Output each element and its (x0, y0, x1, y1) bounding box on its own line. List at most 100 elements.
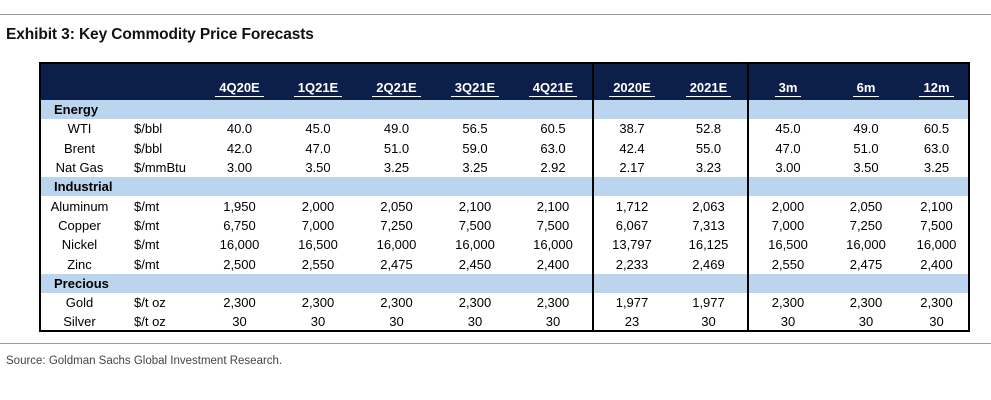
value-cell: 52.8 (695, 121, 722, 137)
section-fill-cell (279, 100, 357, 120)
value-cell: 1,950 (223, 198, 256, 214)
table-row: Gold $/t oz 2,300 2,300 2,300 2,300 2,300 1,977… (41, 292, 968, 313)
value-cell: 16,125 (688, 237, 729, 253)
section-fill-cell (514, 273, 593, 293)
value-cell: 16,000 (376, 237, 417, 253)
commodity-unit: $/mmBtu (134, 160, 187, 176)
section-row: Industrial (41, 177, 968, 197)
value-cell: 45.0 (305, 121, 331, 137)
value-cell: 30 (858, 314, 874, 330)
value-cell: 60.5 (540, 121, 566, 137)
value-cell: 59.0 (462, 140, 488, 156)
value-cell: 30 (389, 314, 404, 330)
value-cell: 2,233 (592, 254, 670, 274)
column-header-label: 6m (852, 80, 880, 97)
value-cell: 2,050 (849, 198, 883, 214)
value-cell: 30 (467, 314, 483, 330)
commodity-name: Zinc (67, 256, 92, 272)
value-cell: 42.0 (226, 140, 253, 156)
value-cell: 16,000 (916, 237, 957, 253)
value-cell: 2,300 (301, 295, 335, 311)
value-cell: 56.5 (462, 121, 488, 137)
value-cell: 2,500 (223, 256, 256, 272)
column-header-label: 12m (919, 80, 954, 97)
value-cell: 51.0 (853, 140, 879, 156)
section-fill-cell (592, 273, 670, 293)
commodity-unit: $/mt (134, 217, 160, 233)
value-cell: 23 (592, 312, 670, 332)
section-fill-cell (357, 177, 436, 197)
value-cell: 2,300 (849, 295, 883, 311)
value-cell: 3.00 (747, 157, 827, 178)
value-cell: 2,300 (380, 295, 413, 311)
value-cell: 3.00 (226, 160, 253, 176)
section-fill-cell (670, 100, 748, 120)
commodity-name: Silver (63, 314, 96, 330)
value-cell: 16,000 (219, 237, 260, 253)
commodity-name: Gold (65, 295, 94, 311)
value-cell: 38.7 (592, 119, 670, 139)
section-fill-cell (436, 100, 514, 120)
value-cell: 2,100 (458, 198, 492, 214)
section-fill-cell (747, 100, 827, 120)
value-cell: 13,797 (592, 235, 670, 255)
value-cell: 1,977 (692, 295, 725, 311)
value-cell: 2,100 (536, 198, 570, 214)
value-cell: 3.25 (923, 160, 950, 176)
table-row: Zinc $/mt 2,500 2,550 2,475 2,450 2,400 2,233 2,… (41, 254, 968, 274)
value-cell: 30 (545, 314, 561, 330)
value-cell: 16,000 (846, 237, 886, 253)
table-row: Nat Gas $/mmBtu 3.00 3.50 3.25 3.25 2.92 2.17 3.… (41, 157, 968, 178)
table-row: Silver $/t oz 30 30 30 30 30 23 30 30 30 30 (41, 312, 968, 332)
bottom-rule (0, 343, 991, 344)
column-header: 2Q21E (357, 64, 436, 100)
column-header-label: 2021E (685, 80, 732, 97)
section-fill-cell (279, 177, 357, 197)
value-cell: 6,750 (223, 217, 256, 233)
value-cell: 7,250 (849, 217, 883, 233)
column-header: 4Q20E (200, 64, 279, 100)
section-fill-cell (200, 100, 279, 120)
column-header-label: 1Q21E (293, 80, 343, 97)
value-cell: 3.25 (462, 160, 488, 176)
value-cell: 47.0 (305, 140, 331, 156)
value-cell: 2,050 (380, 198, 413, 214)
value-cell: 2.92 (540, 160, 566, 176)
section-fill-cell (747, 273, 827, 293)
commodity-unit: $/bbl (134, 121, 163, 137)
section-fill-cell (357, 273, 436, 293)
header-unit-col (118, 64, 200, 100)
value-cell: 40.0 (226, 121, 253, 137)
commodity-name: WTI (67, 121, 92, 137)
column-header-label: 2020E (609, 80, 655, 97)
section-fill-cell (592, 100, 670, 120)
table-row: Aluminum $/mt 1,950 2,000 2,050 2,100 2,100 1,7… (41, 196, 968, 216)
value-cell: 55.0 (695, 140, 722, 156)
table-row: Brent $/bbl 42.0 47.0 51.0 59.0 63.0 42.4 55.0 47… (41, 138, 968, 158)
section-fill-cell (436, 177, 514, 197)
value-cell: 2,475 (380, 256, 413, 272)
section-fill-cell (357, 100, 436, 120)
section-fill-cell (827, 100, 905, 120)
column-header: 3Q21E (436, 64, 514, 100)
top-rule (0, 14, 991, 15)
value-cell: 2.17 (592, 157, 670, 178)
column-header-label: 4Q21E (528, 80, 578, 97)
value-cell: 2,063 (692, 198, 725, 214)
section-fill-cell (592, 177, 670, 197)
column-header: 2021E (670, 64, 748, 100)
value-cell: 6,067 (592, 215, 670, 236)
section-row: Precious (41, 273, 968, 293)
value-cell: 2,000 (747, 196, 827, 216)
section-fill-cell (827, 273, 905, 293)
section-fill-cell (747, 177, 827, 197)
value-cell: 2,550 (301, 256, 335, 272)
value-cell: 2,300 (536, 295, 570, 311)
section-fill-cell (670, 273, 748, 293)
value-cell: 47.0 (747, 138, 827, 158)
source-note: Source: Goldman Sachs Global Investment … (6, 355, 283, 367)
value-cell: 2,469 (692, 256, 725, 272)
commodity-unit: $/bbl (134, 140, 163, 156)
commodity-unit: $/t oz (134, 295, 166, 311)
table-row: Copper $/mt 6,750 7,000 7,250 7,500 7,500 6,067… (41, 215, 968, 236)
